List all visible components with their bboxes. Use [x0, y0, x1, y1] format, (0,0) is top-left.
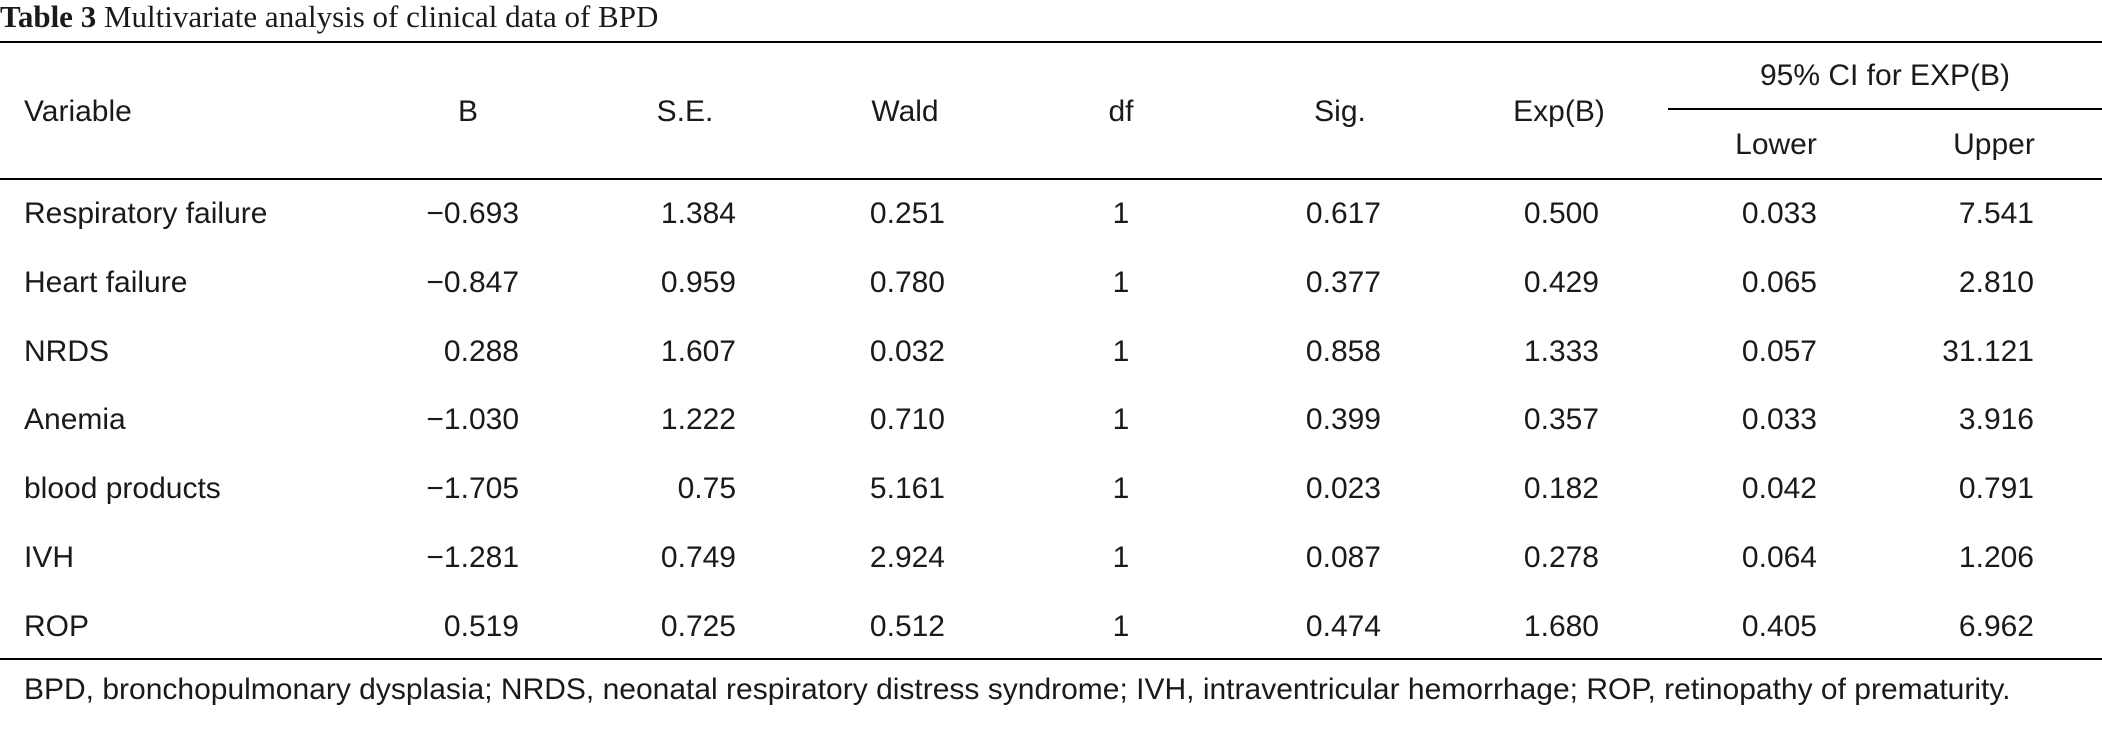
table-caption-title: Multivariate analysis of clinical data o…: [103, 0, 659, 34]
cell-expb: 0.357: [1523, 403, 1599, 436]
cell-upper: 2.810: [1958, 266, 2034, 299]
body-bottom-rule: [0, 658, 2102, 660]
cell-variable: Anemia: [24, 403, 126, 436]
cell-wald: 0.512: [869, 610, 945, 643]
cell-lower: 0.033: [1741, 403, 1817, 436]
cell-sig: 0.087: [1305, 541, 1381, 574]
table-footnote: BPD, bronchopulmonary dysplasia; NRDS, n…: [24, 673, 2011, 706]
cell-variable: Respiratory failure: [24, 197, 268, 230]
cell-variable: NRDS: [24, 335, 110, 368]
cell-se: 0.725: [660, 610, 736, 643]
cell-wald: 0.032: [869, 335, 945, 368]
cell-wald: 0.251: [869, 197, 945, 230]
top-rule: [0, 41, 2102, 43]
cell-b: −0.693: [426, 197, 519, 230]
cell-df: 1: [1112, 472, 1130, 505]
cell-df: 1: [1112, 266, 1130, 299]
header-lower: Lower: [1735, 128, 1817, 161]
cell-wald: 5.161: [869, 472, 945, 505]
cell-lower: 0.033: [1741, 197, 1817, 230]
ci-group-rule: [1668, 108, 2102, 110]
cell-expb: 0.182: [1523, 472, 1599, 505]
cell-sig: 0.023: [1305, 472, 1381, 505]
cell-b: 0.288: [443, 335, 519, 368]
cell-sig: 0.377: [1305, 266, 1381, 299]
cell-upper: 7.541: [1958, 197, 2034, 230]
cell-se: 1.607: [660, 335, 736, 368]
cell-upper: 31.121: [1942, 335, 2034, 368]
cell-lower: 0.057: [1741, 335, 1817, 368]
cell-wald: 0.710: [869, 403, 945, 436]
cell-upper: 6.962: [1958, 610, 2034, 643]
cell-b: −1.281: [426, 541, 519, 574]
cell-b: 0.519: [443, 610, 519, 643]
cell-expb: 0.278: [1523, 541, 1599, 574]
cell-variable: Heart failure: [24, 266, 188, 299]
cell-variable: blood products: [24, 472, 221, 505]
header-ci-group: 95% CI for EXP(B): [1759, 59, 2011, 92]
cell-se: 0.75: [677, 472, 736, 505]
header-sig: Sig.: [1314, 95, 1366, 128]
cell-sig: 0.474: [1305, 610, 1381, 643]
table-caption: Table 3 Multivariate analysis of clinica…: [0, 0, 658, 40]
cell-upper: 3.916: [1958, 403, 2034, 436]
header-variable: Variable: [24, 95, 132, 128]
cell-b: −1.030: [426, 403, 519, 436]
cell-expb: 1.333: [1523, 335, 1599, 368]
cell-sig: 0.858: [1305, 335, 1381, 368]
table-caption-label: Table 3: [0, 0, 97, 34]
cell-df: 1: [1112, 541, 1130, 574]
cell-b: −0.847: [426, 266, 519, 299]
header-wald: Wald: [871, 95, 939, 128]
cell-lower: 0.064: [1741, 541, 1817, 574]
cell-upper: 1.206: [1958, 541, 2034, 574]
cell-df: 1: [1112, 335, 1130, 368]
cell-expb: 0.500: [1523, 197, 1599, 230]
cell-variable: IVH: [24, 541, 75, 574]
cell-lower: 0.065: [1741, 266, 1817, 299]
cell-sig: 0.617: [1305, 197, 1381, 230]
header-df: df: [1108, 95, 1134, 128]
cell-wald: 2.924: [869, 541, 945, 574]
cell-se: 1.384: [660, 197, 736, 230]
cell-df: 1: [1112, 197, 1130, 230]
cell-se: 0.959: [660, 266, 736, 299]
cell-variable: ROP: [24, 610, 90, 643]
cell-df: 1: [1112, 403, 1130, 436]
header-upper: Upper: [1953, 128, 2035, 161]
header-bottom-rule: [0, 178, 2102, 180]
cell-lower: 0.042: [1741, 472, 1817, 505]
cell-lower: 0.405: [1741, 610, 1817, 643]
cell-wald: 0.780: [869, 266, 945, 299]
cell-df: 1: [1112, 610, 1130, 643]
cell-upper: 0.791: [1958, 472, 2034, 505]
header-expb: Exp(B): [1513, 95, 1605, 128]
header-b: B: [457, 95, 479, 128]
cell-sig: 0.399: [1305, 403, 1381, 436]
cell-se: 0.749: [660, 541, 736, 574]
cell-expb: 1.680: [1523, 610, 1599, 643]
header-se: S.E.: [656, 95, 714, 128]
cell-expb: 0.429: [1523, 266, 1599, 299]
cell-se: 1.222: [660, 403, 736, 436]
cell-b: −1.705: [426, 472, 519, 505]
